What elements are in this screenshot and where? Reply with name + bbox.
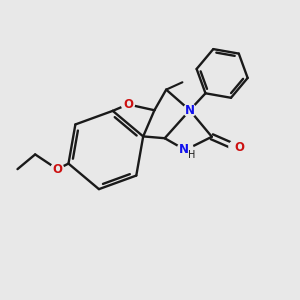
Text: O: O [52,163,62,176]
Text: O: O [234,141,244,154]
Text: N: N [185,104,195,117]
Text: H: H [188,150,196,160]
Text: N: N [179,143,189,156]
Text: O: O [123,98,133,111]
Circle shape [122,98,134,111]
Circle shape [51,163,64,176]
Circle shape [183,104,196,117]
Circle shape [229,141,242,154]
Circle shape [177,142,194,158]
